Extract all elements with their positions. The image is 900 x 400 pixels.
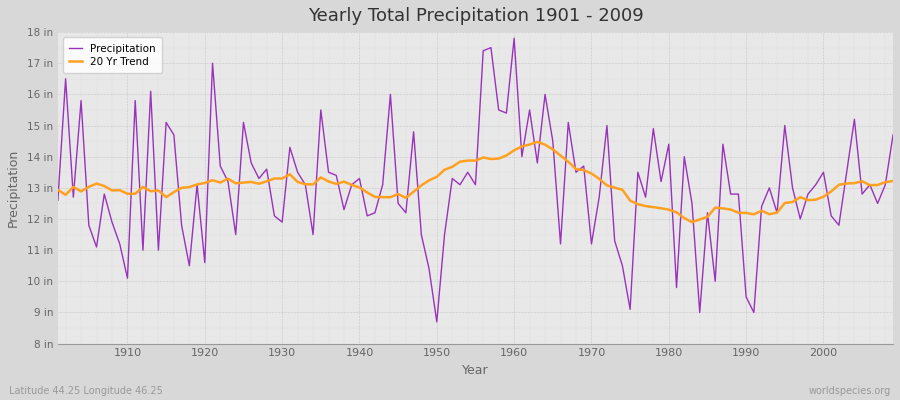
Text: Latitude 44.25 Longitude 46.25: Latitude 44.25 Longitude 46.25 xyxy=(9,386,163,396)
Precipitation xyxy=(617,263,628,268)
Precipitation xyxy=(508,36,519,41)
Precipitation xyxy=(284,145,295,150)
20 Yr Trend xyxy=(501,153,512,158)
20 Yr Trend xyxy=(331,182,342,186)
Line: Precipitation: Precipitation xyxy=(58,38,893,322)
Precipitation xyxy=(887,132,898,137)
Precipitation xyxy=(331,173,342,178)
Y-axis label: Precipitation: Precipitation xyxy=(7,149,20,227)
Legend: Precipitation, 20 Yr Trend: Precipitation, 20 Yr Trend xyxy=(63,37,162,73)
Precipitation xyxy=(524,108,535,112)
X-axis label: Year: Year xyxy=(463,364,489,377)
Precipitation xyxy=(114,242,125,246)
20 Yr Trend xyxy=(887,179,898,184)
20 Yr Trend xyxy=(114,188,125,192)
20 Yr Trend xyxy=(609,185,620,190)
Title: Yearly Total Precipitation 1901 - 2009: Yearly Total Precipitation 1901 - 2009 xyxy=(308,7,644,25)
Precipitation xyxy=(52,198,63,203)
20 Yr Trend xyxy=(52,188,63,192)
Precipitation xyxy=(431,320,442,324)
20 Yr Trend xyxy=(508,148,519,153)
Line: 20 Yr Trend: 20 Yr Trend xyxy=(58,142,893,222)
20 Yr Trend xyxy=(687,220,698,224)
20 Yr Trend xyxy=(284,172,295,177)
Text: worldspecies.org: worldspecies.org xyxy=(809,386,891,396)
20 Yr Trend xyxy=(532,140,543,144)
Precipitation xyxy=(517,154,527,159)
